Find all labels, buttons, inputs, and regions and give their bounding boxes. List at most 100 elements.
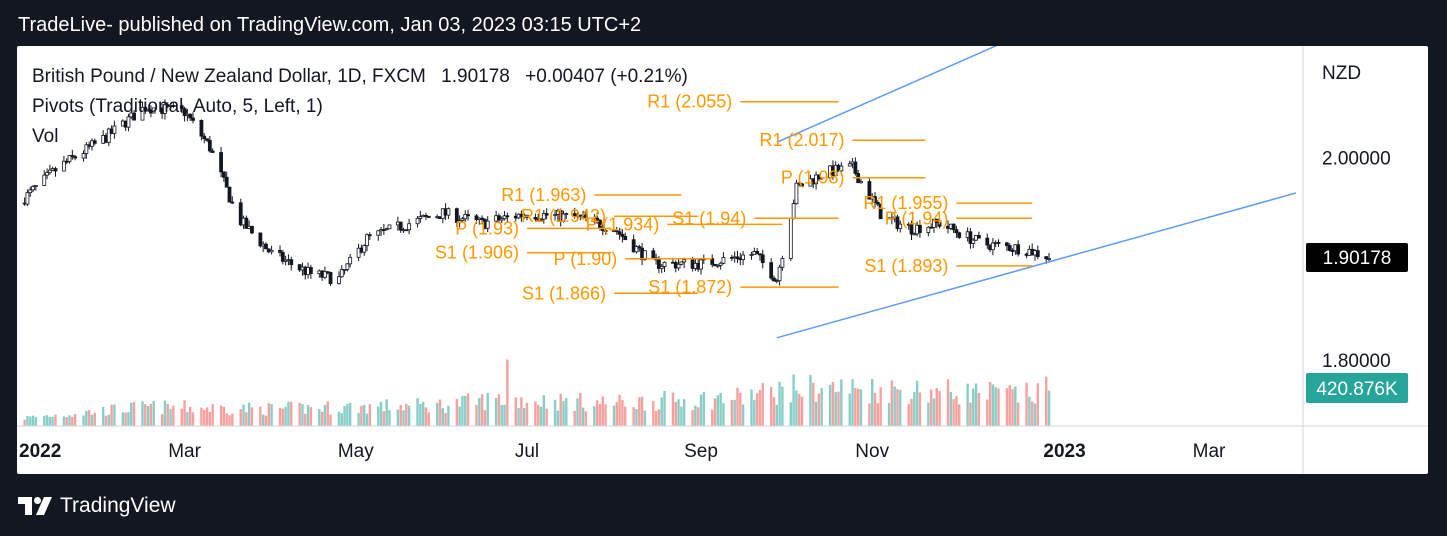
footer-brand[interactable]: TradingView xyxy=(18,492,176,520)
volume-bar xyxy=(169,408,172,426)
volume-bar xyxy=(873,392,877,426)
volume-bar xyxy=(247,402,251,426)
candle-body xyxy=(280,252,285,262)
volume-bar xyxy=(581,407,585,426)
candle-body xyxy=(53,168,58,172)
volume-bar xyxy=(146,406,150,426)
candle-body xyxy=(934,218,939,223)
volume-bar xyxy=(318,408,321,426)
chart-axes: NZD 2.00000 1.80000 1.90178 420.876K xyxy=(17,46,1428,474)
volume-bar xyxy=(239,409,242,426)
candle-body xyxy=(323,271,327,278)
volume-bar xyxy=(929,389,933,426)
candle-body xyxy=(544,213,549,216)
candle-body xyxy=(339,269,344,278)
legend-symbol: British Pound / New Zealand Dollar, 1D, … xyxy=(32,66,426,87)
candle-body xyxy=(466,214,470,217)
volume-bar xyxy=(225,413,228,426)
volume-bar xyxy=(29,416,32,426)
candle-body xyxy=(774,280,779,283)
volume-bar xyxy=(208,411,212,426)
volume-bar xyxy=(320,411,324,426)
candle-body xyxy=(387,224,392,230)
volume-bar xyxy=(346,403,349,426)
volume-bar xyxy=(1008,385,1011,426)
volume-bar xyxy=(859,389,863,426)
volume-bar xyxy=(149,403,153,426)
volume-bar xyxy=(1036,383,1039,426)
volume-bar xyxy=(222,406,226,426)
volume-bar xyxy=(781,386,784,426)
publish-header: TradeLive- published on TradingView.com,… xyxy=(18,14,642,36)
volume-bar xyxy=(601,396,604,426)
volume-bar xyxy=(691,409,694,426)
price-tick-label: 1.80000 xyxy=(1322,351,1391,372)
pivot-label: S1 (1.94) xyxy=(672,208,746,228)
volume-bar xyxy=(424,407,428,426)
candlestick-chart[interactable]: R1 (2.055)R1 (2.017)P (1.98)R1 (1.955)P … xyxy=(17,0,1428,474)
volume-bar xyxy=(716,395,720,426)
candle-body xyxy=(875,201,880,205)
volume-bar xyxy=(301,404,304,426)
volume-bar xyxy=(828,384,832,426)
volume-bar xyxy=(652,400,655,426)
volume-bar xyxy=(711,409,714,426)
volume-bar xyxy=(1047,390,1051,426)
candle-body xyxy=(278,249,282,253)
candle-body xyxy=(741,254,746,260)
candle-body xyxy=(721,257,726,264)
candle-body xyxy=(676,263,681,269)
volume-bar xyxy=(671,392,675,426)
volume-bar xyxy=(795,390,798,426)
volume-bar xyxy=(231,413,234,426)
volume-bar xyxy=(405,403,408,426)
volume-bar xyxy=(1025,382,1028,426)
volume-bar xyxy=(281,408,285,426)
volume-bar xyxy=(624,406,627,426)
volume-bar xyxy=(121,412,125,426)
volume-bar xyxy=(506,359,509,426)
pivot-label: R1 (2.055) xyxy=(647,92,732,112)
volume-bar xyxy=(899,389,902,426)
volume-bar xyxy=(144,404,147,426)
candle-body xyxy=(426,216,431,218)
volume-bar xyxy=(994,387,997,426)
chart-card: R1 (2.055) R1 (2.017) P (1.98) R1 (1.955) P … xyxy=(17,0,1428,474)
candle-body xyxy=(561,213,566,222)
candle-body xyxy=(474,215,479,220)
candle-body xyxy=(219,152,223,173)
volume-bar xyxy=(750,389,753,426)
candle-body xyxy=(244,217,249,229)
candle-body xyxy=(819,177,824,180)
volume-bar xyxy=(85,410,88,426)
last-price-box xyxy=(1306,242,1408,272)
volume-bar xyxy=(946,379,950,426)
volume-bar xyxy=(348,402,352,426)
candle-body xyxy=(112,125,117,134)
candle-body xyxy=(376,230,381,236)
volume-bar xyxy=(360,405,363,426)
candle-body xyxy=(659,266,664,269)
volume-bar xyxy=(438,399,442,426)
volume-bar xyxy=(553,399,557,426)
time-tick-label: 2022 xyxy=(19,441,61,462)
candle-body xyxy=(463,214,468,220)
volume-bar xyxy=(309,407,313,426)
candle-body xyxy=(957,232,962,238)
candle-body xyxy=(791,203,796,219)
candle-body xyxy=(769,262,774,279)
pivot-label: S1 (1.866) xyxy=(522,283,606,303)
candle-body xyxy=(348,256,353,265)
candle-body xyxy=(221,171,226,178)
chart-legend: British Pound / New Zealand Dollar, 1D, … xyxy=(32,66,688,147)
volume-bar xyxy=(680,406,683,426)
candle-body xyxy=(926,226,931,233)
volume-bar xyxy=(329,414,332,426)
volume-bar xyxy=(110,404,113,426)
candle-body xyxy=(651,250,656,259)
candle-body xyxy=(539,218,543,221)
volume-bar xyxy=(562,400,565,426)
volume-bar xyxy=(259,406,262,426)
volume-bar xyxy=(972,388,975,426)
volume-bar xyxy=(848,393,851,426)
